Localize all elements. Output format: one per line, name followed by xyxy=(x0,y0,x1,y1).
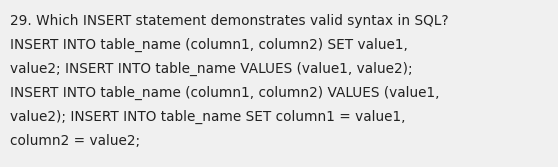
Text: 29. Which INSERT statement demonstrates valid syntax in SQL?: 29. Which INSERT statement demonstrates … xyxy=(10,14,449,28)
Text: INSERT INTO table_name (column1, column2) SET value1,: INSERT INTO table_name (column1, column2… xyxy=(10,38,408,52)
Text: column2 = value2;: column2 = value2; xyxy=(10,134,140,148)
Text: value2); INSERT INTO table_name SET column1 = value1,: value2); INSERT INTO table_name SET colu… xyxy=(10,110,406,124)
Text: value2; INSERT INTO table_name VALUES (value1, value2);: value2; INSERT INTO table_name VALUES (v… xyxy=(10,62,412,76)
Text: INSERT INTO table_name (column1, column2) VALUES (value1,: INSERT INTO table_name (column1, column2… xyxy=(10,86,440,100)
